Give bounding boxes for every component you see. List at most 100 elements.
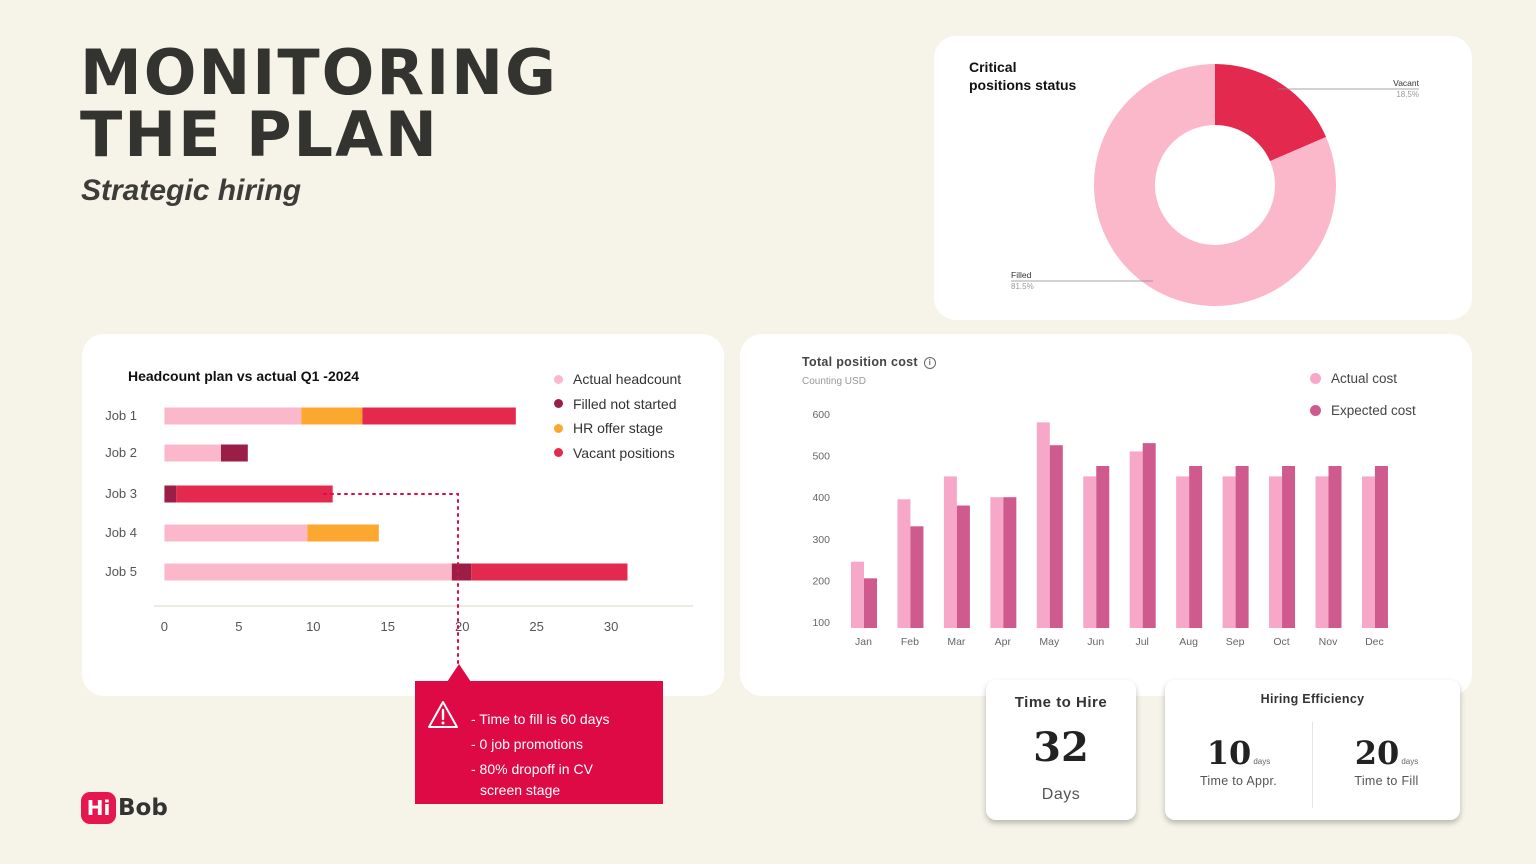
column-bar [851, 561, 864, 628]
column-bar [1361, 476, 1375, 628]
time-to-approve-label: Time to Appr. [1199, 774, 1278, 788]
time-to-hire-title: Time to Hire [1014, 694, 1108, 711]
time-to-fill-value: 20 [1354, 734, 1400, 772]
legend-label: Expected cost [1331, 402, 1416, 418]
y-tick-label: 200 [812, 575, 830, 587]
alert-callout: - Time to fill is 60 days - 0 job promot… [415, 681, 663, 804]
alert-line: - 80% dropoff in CV [471, 761, 593, 777]
dotted-connector-line [323, 493, 459, 665]
position-cost-card: Total position cost i Counting USD Actual… [740, 334, 1472, 696]
column-bar [1003, 497, 1017, 628]
alert-text: - Time to fill is 60 days - 0 job promot… [471, 707, 610, 798]
time-to-hire-unit: Days [1041, 786, 1081, 803]
legend-label: Filled not started [573, 395, 677, 412]
y-tick-label: 300 [812, 534, 830, 546]
legend-dot-actual-cost [1310, 372, 1321, 384]
divider [1312, 722, 1313, 808]
column-bar [910, 526, 924, 628]
legend-dot-actual-headcount [554, 374, 563, 384]
y-tick-label: 600 [812, 409, 830, 421]
column-bar [1328, 466, 1342, 628]
page-subtitle: Strategic hiring [81, 174, 302, 207]
cost-chart-title: Total position cost i [802, 355, 936, 369]
y-tick-label: 100 [812, 617, 830, 629]
x-tick-label: 25 [529, 619, 543, 634]
cost-legend: Actual cost Expected cost [1310, 362, 1416, 426]
info-icon[interactable]: i [923, 357, 936, 369]
column-bar [1282, 466, 1296, 628]
y-tick-label: Job 4 [105, 525, 137, 540]
legend-dot-vacant-positions [554, 448, 563, 458]
bar-segment [176, 485, 333, 503]
y-tick-label: 500 [812, 451, 830, 463]
x-tick-label: 10 [306, 619, 320, 634]
legend-item-filled-not-started: Filled not started [554, 392, 681, 417]
column-bar [1129, 451, 1143, 628]
legend-item-actual-headcount: Actual headcount [554, 367, 681, 392]
bar-segment [164, 444, 222, 462]
donut-slice-vacant [1215, 64, 1327, 162]
slice-value-vacant: 18.5% [1396, 90, 1419, 99]
y-tick-label: Job 3 [105, 486, 137, 501]
bar-segment [301, 407, 363, 425]
time-to-hire-card: Time to Hire 32 Days [986, 680, 1136, 820]
hiring-efficiency-card: Hiring Efficiency 10 days Time to Appr. 2… [1165, 680, 1460, 820]
x-tick-label: 30 [604, 619, 618, 634]
y-tick-label: Job 1 [105, 408, 137, 423]
bar-segment [471, 563, 628, 581]
column-bar [1235, 466, 1249, 628]
x-tick-label: Jan [855, 636, 872, 648]
page-title: MONITORING THE PLAN [80, 42, 558, 166]
column-bar [1374, 466, 1388, 628]
y-tick-label: 400 [812, 492, 830, 504]
hiring-efficiency-title: Hiring Efficiency [1260, 692, 1365, 706]
alert-line-continuation: screen stage [480, 782, 561, 798]
x-tick-label: 20 [455, 619, 469, 634]
time-to-approve-metric: 10 days Time to Appr. [1165, 734, 1312, 788]
legend-label: Actual headcount [573, 371, 682, 388]
time-to-fill-metric: 20 days Time to Fill [1313, 734, 1460, 788]
bar-segment [221, 444, 248, 462]
y-tick-label: Job 5 [105, 564, 137, 579]
bar-segment [362, 407, 516, 425]
legend-label: Actual cost [1331, 370, 1398, 386]
bar-segment [164, 563, 452, 581]
time-to-approve-value: 10 [1206, 734, 1252, 772]
alert-pointer [447, 664, 471, 682]
x-tick-label: May [1039, 636, 1060, 648]
bar-segment [307, 524, 379, 542]
bar-segment [164, 407, 302, 425]
page-title-line-2: THE PLAN [80, 98, 439, 171]
legend-dot-filled-not-started [554, 399, 563, 409]
column-bar [1189, 466, 1203, 628]
x-tick-label: Apr [995, 636, 1012, 648]
alert-line: - Time to fill is 60 days [471, 711, 610, 727]
donut-chart-title: Critical positions status [969, 59, 1077, 93]
headcount-bar-chart: Job 1 Job 2 Job 3 Job 4 Job 5 0 5 10 15 20 25 30 [105, 407, 693, 634]
time-to-approve-unit: days [1253, 757, 1271, 766]
x-tick-label: 0 [161, 619, 168, 634]
bar-segment [164, 485, 177, 503]
headcount-legend: Actual headcount Filled not started HR o… [554, 367, 681, 465]
column-bar [1222, 476, 1236, 628]
slice-label-vacant: Vacant [1393, 78, 1419, 88]
legend-label: HR offer stage [573, 420, 664, 437]
time-to-fill-label: Time to Fill [1354, 774, 1419, 788]
logo-text: Bob [118, 795, 168, 821]
column-bar [897, 499, 911, 628]
warning-icon [428, 701, 458, 728]
headcount-chart-title: Headcount plan vs actual Q1 -2024 [128, 368, 360, 384]
legend-item-hr-offer-stage: HR offer stage [554, 416, 681, 441]
column-bar [1142, 443, 1156, 628]
legend-dot-hr-offer-stage [554, 423, 563, 433]
column-bar [990, 497, 1004, 628]
slice-label-filled: Filled [1011, 270, 1032, 280]
time-to-fill-unit: days [1401, 757, 1419, 766]
legend-label: Vacant positions [573, 444, 675, 461]
column-bar [1176, 476, 1190, 628]
x-tick-label: Mar [947, 636, 966, 648]
x-tick-label: Dec [1365, 636, 1384, 648]
x-tick-label: 15 [381, 619, 395, 634]
column-bar [956, 505, 970, 628]
